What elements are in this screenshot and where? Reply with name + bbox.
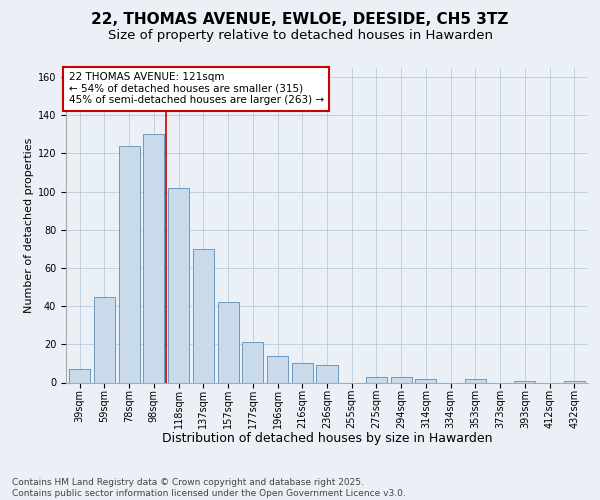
Bar [564,380,585,382]
Text: 22 THOMAS AVENUE: 121sqm
← 54% of detached houses are smaller (315)
45% of semi-: 22 THOMAS AVENUE: 121sqm ← 54% of detach… [68,72,324,106]
Text: Contains HM Land Registry data © Crown copyright and database right 2025.
Contai: Contains HM Land Registry data © Crown c… [12,478,406,498]
Bar [366,377,387,382]
Text: 22, THOMAS AVENUE, EWLOE, DEESIDE, CH5 3TZ: 22, THOMAS AVENUE, EWLOE, DEESIDE, CH5 3… [91,12,509,28]
Bar [168,188,189,382]
Bar [69,369,90,382]
Bar [391,377,412,382]
X-axis label: Distribution of detached houses by size in Hawarden: Distribution of detached houses by size … [162,432,492,446]
Bar [218,302,239,382]
Bar [267,356,288,382]
Bar [415,378,436,382]
Y-axis label: Number of detached properties: Number of detached properties [23,138,34,312]
Bar [119,146,140,382]
Bar [94,296,115,382]
Text: Size of property relative to detached houses in Hawarden: Size of property relative to detached ho… [107,29,493,42]
Bar [316,366,338,382]
Bar [242,342,263,382]
Bar [143,134,164,382]
Bar [292,364,313,382]
Bar [465,378,486,382]
Bar [193,249,214,382]
Bar [514,380,535,382]
